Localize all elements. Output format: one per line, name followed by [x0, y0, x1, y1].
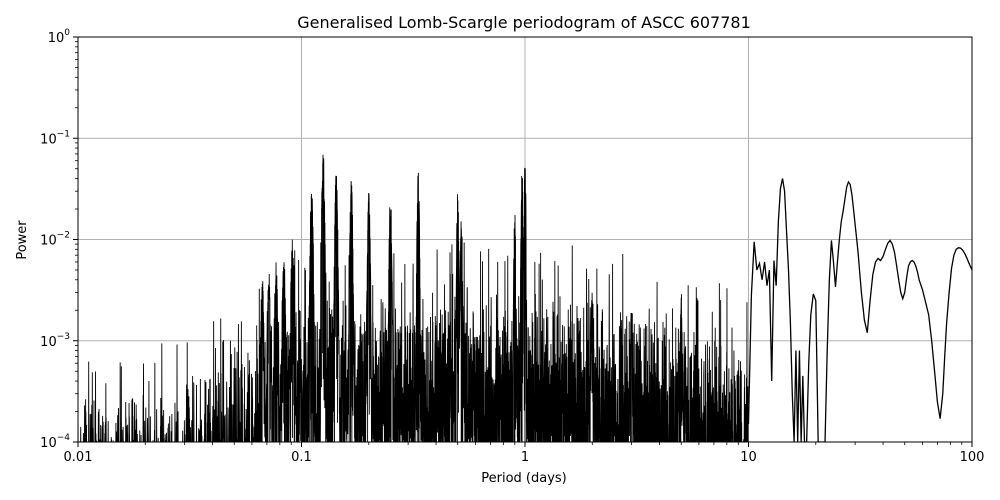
chart-title: Generalised Lomb-Scargle periodogram of …	[297, 13, 751, 32]
x-tick-label-3: 10	[740, 450, 757, 465]
plot-area	[78, 154, 972, 442]
periodogram-series-line	[747, 178, 972, 442]
x-tick-label-2: 1	[521, 450, 529, 465]
y-tick-label-4: 100	[48, 28, 71, 46]
axes: 0.01 0.1 1 10 100 10−4 10−3 10−2 10−1 100	[40, 28, 984, 465]
x-tick-label-0: 0.01	[64, 450, 93, 465]
x-axis-label: Period (days)	[481, 471, 567, 486]
y-tick-label-0: 10−4	[40, 433, 70, 451]
x-tick-label-4: 100	[960, 450, 985, 465]
y-tick-label-1: 10−3	[40, 332, 70, 350]
periodogram-forest-line	[78, 154, 749, 442]
y-axis-label: Power	[15, 220, 30, 260]
x-tick-label-1: 0.1	[291, 450, 312, 465]
y-tick-label-2: 10−2	[40, 231, 70, 249]
y-tick-label-3: 10−1	[40, 129, 70, 147]
